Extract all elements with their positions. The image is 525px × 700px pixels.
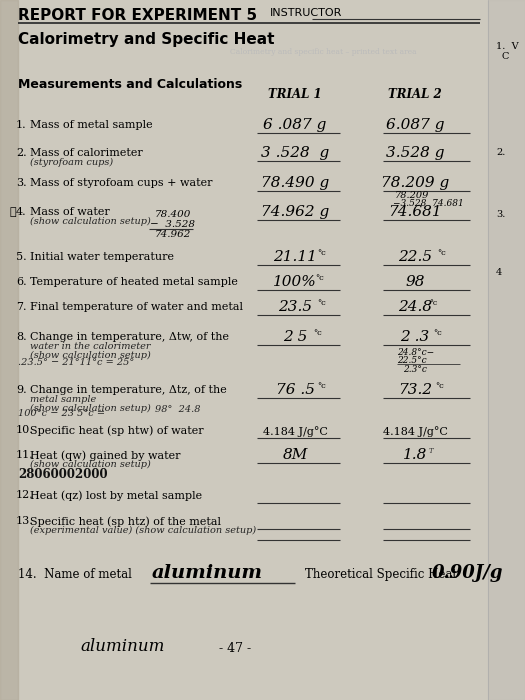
Text: (show calculation setup): (show calculation setup) bbox=[30, 351, 151, 360]
Text: 78.400: 78.400 bbox=[155, 210, 192, 219]
Text: C: C bbox=[502, 52, 509, 61]
Text: 2.: 2. bbox=[16, 148, 27, 158]
Text: 74.962 g: 74.962 g bbox=[261, 205, 329, 219]
Text: 4: 4 bbox=[496, 268, 502, 277]
Text: 98: 98 bbox=[405, 275, 425, 289]
Text: 24.8°c−: 24.8°c− bbox=[397, 348, 434, 357]
Text: 22.5: 22.5 bbox=[398, 250, 432, 264]
Text: 24.8: 24.8 bbox=[398, 300, 432, 314]
Text: 8.: 8. bbox=[16, 332, 27, 342]
Text: 1.8: 1.8 bbox=[403, 448, 427, 462]
Text: Initial water temperature: Initial water temperature bbox=[30, 252, 174, 262]
Text: - 47 -: - 47 - bbox=[219, 642, 251, 655]
Text: 4.184 J/g°C: 4.184 J/g°C bbox=[383, 426, 447, 437]
Text: °c: °c bbox=[437, 249, 446, 257]
Text: °c: °c bbox=[317, 382, 326, 390]
Bar bbox=[488, 0, 525, 700]
Text: 9.: 9. bbox=[16, 385, 27, 395]
Text: 12.: 12. bbox=[16, 490, 34, 500]
Text: °c: °c bbox=[429, 299, 437, 307]
Text: 5.: 5. bbox=[16, 252, 27, 262]
Text: REPORT FOR EXPERIMENT 5: REPORT FOR EXPERIMENT 5 bbox=[18, 8, 257, 23]
Text: (show calculation setup): (show calculation setup) bbox=[30, 460, 151, 469]
Text: 14.  Name of metal: 14. Name of metal bbox=[18, 568, 132, 581]
Text: 76 .5: 76 .5 bbox=[276, 383, 314, 397]
Text: 100°c − 23 5°c =: 100°c − 23 5°c = bbox=[18, 409, 105, 418]
Text: 78.209: 78.209 bbox=[395, 191, 429, 200]
Text: 3.: 3. bbox=[496, 210, 506, 219]
Text: 4.184 J/g°C: 4.184 J/g°C bbox=[262, 426, 328, 437]
Text: 7.: 7. bbox=[16, 302, 26, 312]
Text: (experimental value) (show calculation setup): (experimental value) (show calculation s… bbox=[30, 526, 256, 535]
Text: 21.11: 21.11 bbox=[273, 250, 317, 264]
Text: Change in temperature, Δtz, of the: Change in temperature, Δtz, of the bbox=[30, 385, 227, 395]
Bar bbox=[0, 0, 18, 700]
Text: °c: °c bbox=[433, 329, 442, 337]
Text: .23.5° − 21°11°c = 25°: .23.5° − 21°11°c = 25° bbox=[18, 358, 134, 367]
Text: (show calculation setup): (show calculation setup) bbox=[30, 404, 151, 413]
Text: 100%: 100% bbox=[273, 275, 317, 289]
Text: 8M: 8M bbox=[282, 448, 308, 462]
Text: 1.: 1. bbox=[16, 120, 27, 130]
Text: Calorimetry and specific heat – printed text area: Calorimetry and specific heat – printed … bbox=[230, 48, 417, 56]
Text: −3.528  74.681: −3.528 74.681 bbox=[393, 199, 464, 208]
Text: 1.  V: 1. V bbox=[496, 42, 519, 51]
Text: INSTRUCTOR: INSTRUCTOR bbox=[270, 8, 342, 18]
Text: 74.681: 74.681 bbox=[388, 205, 442, 219]
Text: 3 .528  g: 3 .528 g bbox=[261, 146, 329, 160]
Text: 2 5: 2 5 bbox=[283, 330, 307, 344]
Text: 6.: 6. bbox=[16, 277, 27, 287]
Text: Final temperature of water and metal: Final temperature of water and metal bbox=[30, 302, 243, 312]
Text: °c: °c bbox=[317, 299, 326, 307]
Text: °c: °c bbox=[315, 274, 324, 282]
Text: Mass of metal sample: Mass of metal sample bbox=[30, 120, 153, 130]
Text: 11.: 11. bbox=[16, 450, 34, 460]
Text: Measurements and Calculations: Measurements and Calculations bbox=[18, 78, 242, 91]
Text: 78.490 g: 78.490 g bbox=[261, 176, 329, 190]
Text: 22.5°c: 22.5°c bbox=[397, 356, 427, 365]
Text: 4.: 4. bbox=[16, 207, 27, 217]
Text: T: T bbox=[429, 447, 434, 455]
Text: Calorimetry and Specific Heat: Calorimetry and Specific Heat bbox=[18, 32, 275, 47]
Text: water in the calorimeter: water in the calorimeter bbox=[30, 342, 151, 351]
Text: (styrofoam cups): (styrofoam cups) bbox=[30, 158, 113, 167]
Text: Heat (qz) lost by metal sample: Heat (qz) lost by metal sample bbox=[30, 490, 202, 500]
Text: 98°  24.8: 98° 24.8 bbox=[155, 405, 201, 414]
Text: °c: °c bbox=[435, 382, 444, 390]
Text: 6.087 g: 6.087 g bbox=[386, 118, 444, 132]
Text: Heat (qw) gained by water: Heat (qw) gained by water bbox=[30, 450, 181, 461]
Text: 3.: 3. bbox=[16, 178, 27, 188]
Text: 28060002000: 28060002000 bbox=[18, 468, 108, 481]
Text: Specific heat (sp htz) of the metal: Specific heat (sp htz) of the metal bbox=[30, 516, 221, 526]
Text: 74.962: 74.962 bbox=[155, 230, 192, 239]
Text: 78.209 g: 78.209 g bbox=[381, 176, 449, 190]
Text: Theoretical Specific Heat: Theoretical Specific Heat bbox=[305, 568, 457, 581]
Text: 6 .087 g: 6 .087 g bbox=[264, 118, 327, 132]
Text: 0.90J/g: 0.90J/g bbox=[432, 564, 503, 582]
Text: 3.528 g: 3.528 g bbox=[386, 146, 444, 160]
Text: Mass of water: Mass of water bbox=[30, 207, 110, 217]
Text: 73.2: 73.2 bbox=[398, 383, 432, 397]
Text: 2.: 2. bbox=[496, 148, 506, 157]
Text: 10.: 10. bbox=[16, 425, 34, 435]
Text: 23.5: 23.5 bbox=[278, 300, 312, 314]
Text: ★: ★ bbox=[10, 207, 17, 217]
Text: (show calculation setup): (show calculation setup) bbox=[30, 217, 151, 226]
Text: Mass of styrofoam cups + water: Mass of styrofoam cups + water bbox=[30, 178, 213, 188]
Text: aluminum: aluminum bbox=[152, 564, 263, 582]
Text: 13.: 13. bbox=[16, 516, 34, 526]
Text: °c: °c bbox=[313, 329, 322, 337]
Text: 2.3°c: 2.3°c bbox=[403, 365, 427, 374]
Text: Temperature of heated metal sample: Temperature of heated metal sample bbox=[30, 277, 238, 287]
Text: °c: °c bbox=[317, 249, 326, 257]
Text: 2 .3: 2 .3 bbox=[401, 330, 429, 344]
Text: −  3.528: − 3.528 bbox=[150, 220, 195, 229]
Text: Mass of calorimeter: Mass of calorimeter bbox=[30, 148, 143, 158]
Text: metal sample: metal sample bbox=[30, 395, 96, 404]
Text: TRIAL 1: TRIAL 1 bbox=[268, 88, 322, 101]
Text: TRIAL 2: TRIAL 2 bbox=[388, 88, 442, 101]
Text: Specific heat (sp htw) of water: Specific heat (sp htw) of water bbox=[30, 425, 204, 435]
Text: Change in temperature, Δtw, of the: Change in temperature, Δtw, of the bbox=[30, 332, 229, 342]
Text: aluminum: aluminum bbox=[80, 638, 164, 655]
